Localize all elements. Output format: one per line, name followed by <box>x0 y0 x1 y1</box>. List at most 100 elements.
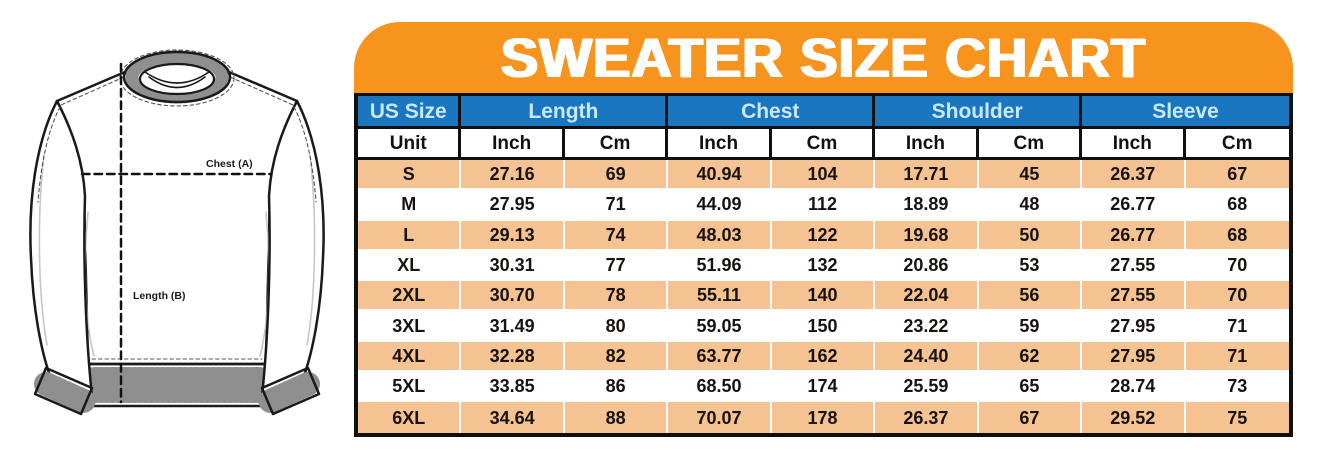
value-cell: 65 <box>979 372 1083 401</box>
col-header-us-size: US Size <box>358 96 462 126</box>
table-group-header-row: US Size Length Chest Shoulder Sleeve <box>358 96 1289 129</box>
value-cell: 62 <box>979 341 1083 371</box>
unit-cell: Cm <box>979 129 1083 157</box>
chart-title-banner: SWEATER SIZE CHART <box>354 22 1293 93</box>
value-cell: 25.59 <box>875 372 979 401</box>
value-cell: 132 <box>772 250 876 280</box>
sweater-body-outline <box>55 70 299 366</box>
value-cell: 48 <box>979 190 1083 219</box>
value-cell: 67 <box>1227 164 1248 185</box>
value-cell: 178 <box>772 402 876 433</box>
size-cell: S <box>358 160 462 189</box>
size-cell: M <box>358 190 462 219</box>
value-cell: 73 <box>1227 376 1248 397</box>
value-cell: 30.31 <box>461 250 565 280</box>
chest-measure-label: Chest (A) <box>206 158 253 170</box>
value-cell: 174 <box>772 372 876 401</box>
unit-cell: Cm <box>772 129 876 157</box>
table-row-xl: XL 30.31 77 51.96 132 20.86 53 27.55 70 <box>358 250 1289 282</box>
value-cell: 59 <box>979 311 1083 340</box>
unit-cell: Inch <box>1082 129 1186 157</box>
value-cell: 23.22 <box>875 311 979 340</box>
value-cell: 33.85 <box>461 372 565 401</box>
value-cell: 88 <box>565 402 669 433</box>
value-cell: 70 <box>1227 255 1248 276</box>
value-cell: 71 <box>1227 315 1248 336</box>
value-cell: 74 <box>565 220 669 249</box>
value-cell: 75 <box>1227 407 1248 428</box>
value-cell: 45 <box>979 160 1083 189</box>
value-cell: 68.50 <box>668 372 772 401</box>
value-cell: 26.37 <box>1082 160 1186 189</box>
size-cell: 6XL <box>358 402 462 433</box>
table-row-l: L 29.13 74 48.03 122 19.68 50 26.77 68 <box>358 220 1289 251</box>
size-cell: 3XL <box>358 311 462 340</box>
value-cell: 69 <box>565 160 669 189</box>
value-cell: 77 <box>565 250 669 280</box>
value-cell: 27.95 <box>1082 311 1186 340</box>
value-cell: 70.07 <box>668 402 772 433</box>
value-cell: 29.52 <box>1082 402 1186 433</box>
value-cell: 26.37 <box>875 402 979 433</box>
unit-cell: Inch <box>875 129 979 157</box>
value-cell: 162 <box>772 341 876 371</box>
unit-cell: Inch <box>668 129 772 157</box>
size-table: US Size Length Chest Shoulder Sleeve Uni… <box>354 93 1293 437</box>
value-cell: 50 <box>979 220 1083 249</box>
size-cell: L <box>358 220 462 249</box>
table-row-m: M 27.95 71 44.09 112 18.89 48 26.77 68 <box>358 190 1289 221</box>
value-cell: 78 <box>565 281 669 310</box>
value-cell: 82 <box>565 341 669 371</box>
unit-cell: Inch <box>461 129 565 157</box>
table-row-4xl: 4XL 32.28 82 63.77 162 24.40 62 27.95 71 <box>358 341 1289 373</box>
value-cell: 140 <box>772 281 876 310</box>
value-cell: 71 <box>565 190 669 219</box>
table-row-s: S 27.16 69 40.94 104 17.71 45 26.37 67 <box>358 160 1289 191</box>
value-cell: 27.95 <box>461 190 565 219</box>
value-cell: 27.55 <box>1082 250 1186 280</box>
value-cell: 51.96 <box>668 250 772 280</box>
value-cell: 32.28 <box>461 341 565 371</box>
value-cell: 28.74 <box>1082 372 1186 401</box>
sweater-collar <box>122 50 232 104</box>
value-cell: 26.77 <box>1082 190 1186 219</box>
col-header-sleeve: Sleeve <box>1152 99 1219 123</box>
value-cell: 30.70 <box>461 281 565 310</box>
table-row-5xl: 5XL 33.85 86 68.50 174 25.59 65 28.74 73 <box>358 372 1289 403</box>
value-cell: 20.86 <box>875 250 979 280</box>
value-cell: 150 <box>772 311 876 340</box>
value-cell: 31.49 <box>461 311 565 340</box>
value-cell: 34.64 <box>461 402 565 433</box>
value-cell: 18.89 <box>875 190 979 219</box>
value-cell: 26.77 <box>1082 220 1186 249</box>
value-cell: 70 <box>1227 285 1248 306</box>
table-row-6xl: 6XL 34.64 88 70.07 178 26.37 67 29.52 75 <box>358 402 1289 433</box>
value-cell: 19.68 <box>875 220 979 249</box>
value-cell: 104 <box>772 160 876 189</box>
value-cell: 68 <box>1227 194 1248 215</box>
size-cell: 4XL <box>358 341 462 371</box>
value-cell: 63.77 <box>668 341 772 371</box>
length-measure-label: Length (B) <box>133 290 186 302</box>
value-cell: 122 <box>772 220 876 249</box>
value-cell: 59.05 <box>668 311 772 340</box>
value-cell: 22.04 <box>875 281 979 310</box>
value-cell: 48.03 <box>668 220 772 249</box>
value-cell: 56 <box>979 281 1083 310</box>
unit-cell: Cm <box>565 129 669 157</box>
table-row-3xl: 3XL 31.49 80 59.05 150 23.22 59 27.95 71 <box>358 311 1289 342</box>
value-cell: 55.11 <box>668 281 772 310</box>
value-cell: 80 <box>565 311 669 340</box>
value-cell: 17.71 <box>875 160 979 189</box>
table-row-2xl: 2XL 30.70 78 55.11 140 22.04 56 27.55 70 <box>358 281 1289 312</box>
value-cell: 67 <box>979 402 1083 433</box>
chart-title: SWEATER SIZE CHART <box>500 25 1147 89</box>
size-chart-panel: SWEATER SIZE CHART US Size Length Chest … <box>354 22 1293 437</box>
sweater-illustration: Chest (A) Length (B) <box>0 49 360 465</box>
unit-cell: Unit <box>358 129 462 157</box>
value-cell: 29.13 <box>461 220 565 249</box>
value-cell: 44.09 <box>668 190 772 219</box>
value-cell: 24.40 <box>875 341 979 371</box>
value-cell: 71 <box>1227 345 1248 366</box>
